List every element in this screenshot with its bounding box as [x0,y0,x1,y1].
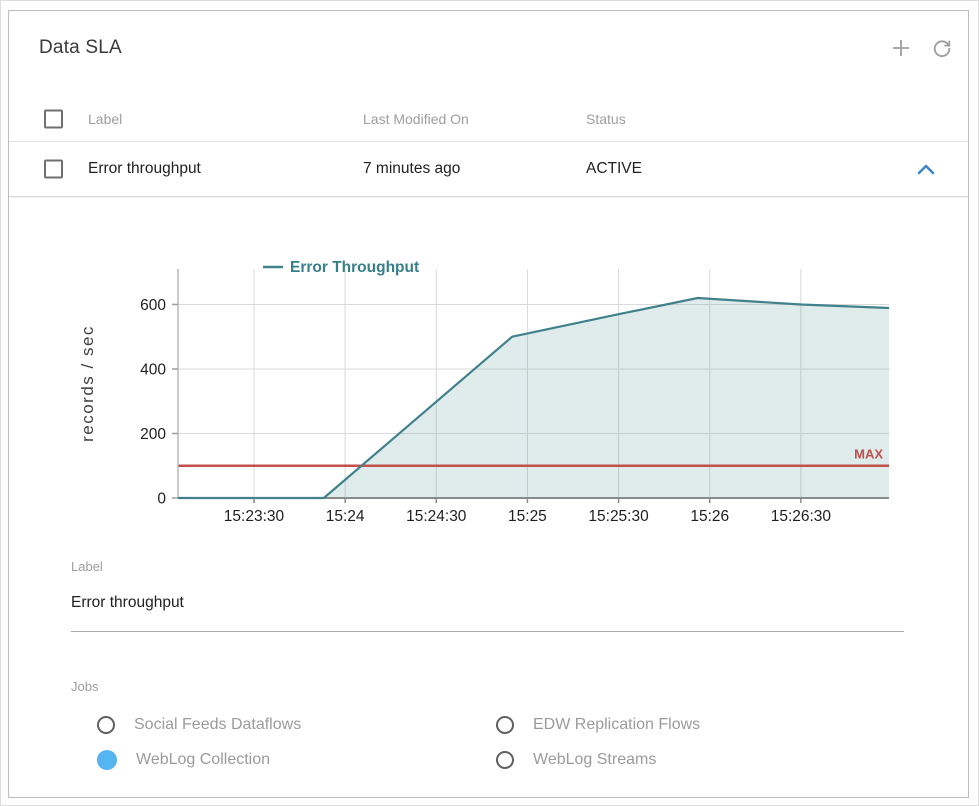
svg-text:200: 200 [140,426,166,443]
row-last-modified: 7 minutes ago [363,160,461,177]
svg-text:0: 0 [157,491,166,508]
radio-edw-replication-flows[interactable]: EDW Replication Flows [496,713,700,737]
page-title: Data SLA [39,37,122,58]
svg-text:15:26:30: 15:26:30 [771,508,832,525]
error-throughput-chart: MAX 15:23:30 15:24 15:24:30 15:25 15:25:30 15:… [78,259,890,525]
refresh-button[interactable] [928,34,956,62]
label-field-caption: Label [71,559,103,574]
plus-icon [893,40,909,56]
svg-text:15:26: 15:26 [690,508,729,525]
jobs-caption: Jobs [71,679,99,694]
jobs-radio-group: Social Feeds Dataflows WebLog Collection… [97,713,700,772]
column-header-label: Label [88,110,123,127]
svg-text:15:24:30: 15:24:30 [406,508,467,525]
svg-text:15:24: 15:24 [326,508,365,525]
radio-icon[interactable] [97,716,115,734]
svg-text:records / sec: records / sec [78,325,97,442]
table-row[interactable]: Error throughput 7 minutes ago ACTIVE [9,142,968,197]
radio-icon[interactable] [496,751,514,769]
radio-social-feeds-dataflows[interactable]: Social Feeds Dataflows [97,713,496,737]
svg-text:15:25:30: 15:25:30 [588,508,649,525]
table-header-row: Label Last Modified On Status [9,96,968,142]
row-checkbox[interactable] [44,159,63,179]
column-header-status: Status [586,110,626,127]
radio-label: Social Feeds Dataflows [134,716,302,733]
svg-text:MAX: MAX [854,447,883,462]
column-header-last-modified: Last Modified On [363,110,469,127]
radio-weblog-collection[interactable]: WebLog Collection [97,748,496,772]
select-all-checkbox[interactable] [44,109,63,128]
svg-text:15:23:30: 15:23:30 [224,508,285,525]
radio-label: WebLog Collection [136,751,271,768]
data-sla-panel: Data SLA Label Last Modified On Status E… [8,10,969,798]
radio-label: WebLog Streams [533,751,657,768]
refresh-icon [933,40,951,57]
svg-text:Error Throughput: Error Throughput [290,259,419,276]
status-badge: ACTIVE [586,160,642,177]
label-field-input[interactable]: Error throughput [71,594,184,611]
svg-text:600: 600 [140,297,166,314]
chevron-up-icon[interactable] [917,163,935,175]
panel-header: Data SLA [9,11,968,86]
label-field-underline [71,631,904,632]
add-button[interactable] [887,34,915,62]
radio-icon[interactable] [496,716,514,734]
radio-label: EDW Replication Flows [533,716,701,733]
radio-weblog-streams[interactable]: WebLog Streams [496,748,700,772]
svg-text:400: 400 [140,361,166,378]
radio-icon[interactable] [97,750,117,770]
svg-text:15:25: 15:25 [508,508,547,525]
row-label: Error throughput [88,160,201,177]
